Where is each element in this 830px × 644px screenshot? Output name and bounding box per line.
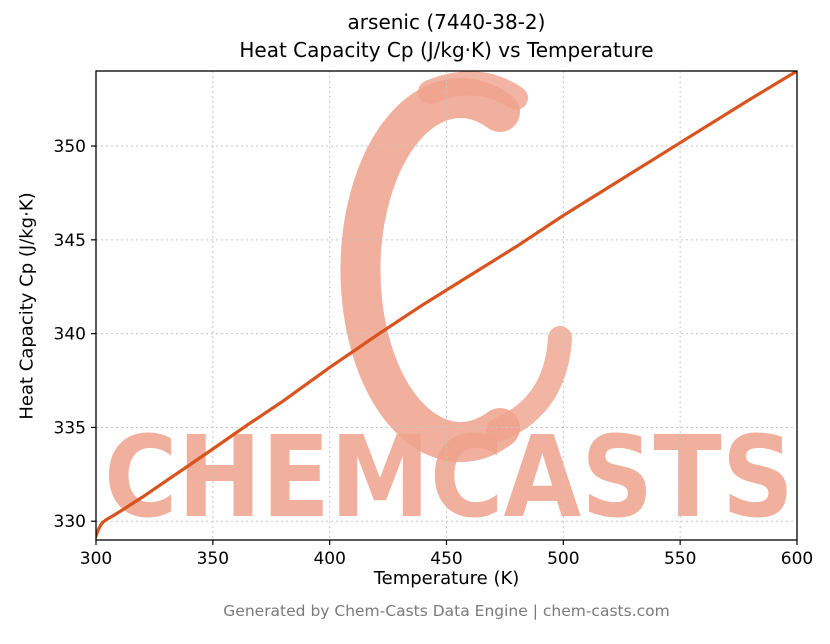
y-tick-label: 345 (54, 231, 86, 251)
y-tick-label: 340 (54, 325, 86, 345)
watermark-logo-c (340, 78, 520, 462)
x-tick-label: 500 (547, 549, 579, 569)
y-tick-label: 350 (54, 137, 86, 157)
x-tick-label: 300 (80, 549, 112, 569)
chart-title-line2: Heat Capacity Cp (J/kg·K) vs Temperature (239, 38, 654, 62)
watermark: CHEMCASTS (104, 71, 794, 543)
chart-title-line1: arsenic (7440-38-2) (347, 10, 546, 34)
x-tick-label: 450 (430, 549, 462, 569)
watermark-logo-accent-bottom (486, 326, 572, 442)
y-axis-label: Heat Capacity Cp (J/kg·K) (16, 192, 38, 420)
watermark-text: CHEMCASTS (104, 413, 794, 543)
footer-text: Generated by Chem-Casts Data Engine | ch… (223, 602, 670, 620)
watermark-logo-accent-top (418, 71, 528, 110)
x-tick-label: 400 (313, 549, 345, 569)
data-line (96, 71, 797, 538)
y-tick-label: 335 (54, 418, 86, 438)
x-tick-label: 600 (781, 549, 813, 569)
x-axis-label: Temperature (K) (373, 568, 520, 589)
x-tick-label: 350 (197, 549, 229, 569)
y-tick-label: 330 (54, 512, 86, 532)
chart-title: arsenic (7440-38-2) Heat Capacity Cp (J/… (96, 8, 797, 64)
x-tick-label: 550 (664, 549, 696, 569)
